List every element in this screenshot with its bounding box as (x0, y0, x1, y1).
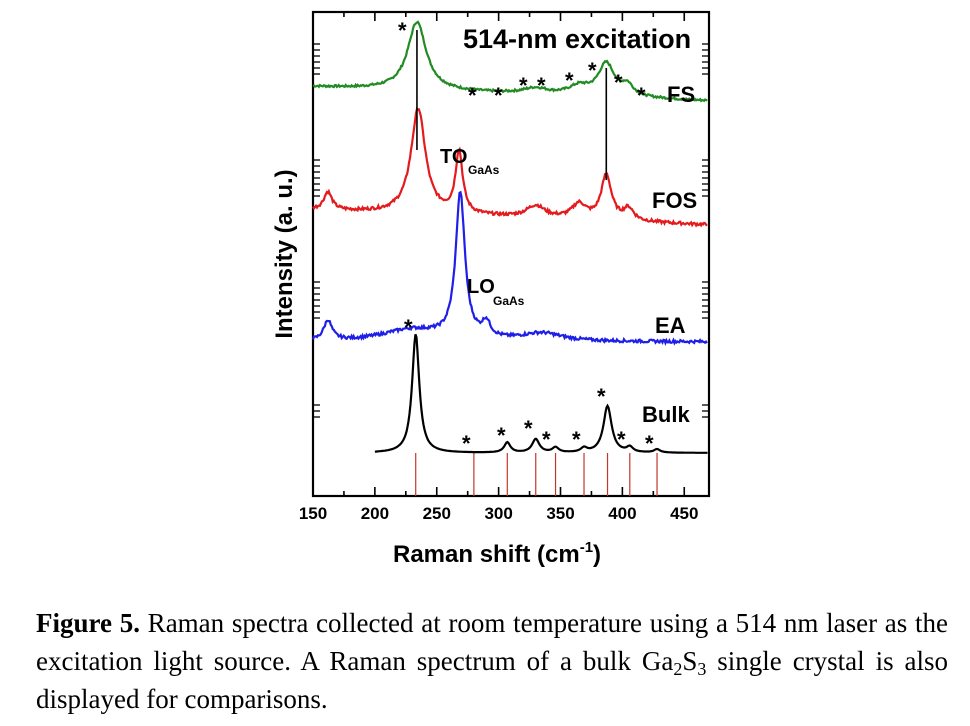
annotation-to: TO (440, 146, 467, 168)
fs-asterisks: * * * * * * * * * (398, 18, 646, 108)
label-bulk: Bulk (642, 402, 690, 427)
series-line-bulk (374, 333, 708, 454)
caption-label: Figure 5. (36, 608, 140, 638)
caption-sub-1: 2 (673, 659, 683, 679)
caption-text-3: single crystal is also displayed for com… (36, 646, 948, 714)
x-tick-label: 250 (423, 504, 451, 523)
y-axis-title: Intensity (a. u.) (271, 169, 298, 338)
star-bulk-6: * (572, 427, 581, 452)
label-ea: EA (655, 313, 686, 338)
series-line-fos (312, 106, 708, 228)
peak-guide-lines (416, 30, 608, 180)
series-group (311, 20, 708, 454)
star-bulk-1: * (404, 315, 413, 340)
chart-title: 514-nm excitation (463, 24, 691, 54)
x-tick-label: 450 (670, 504, 698, 523)
figure-caption: Figure 5. Raman spectra collected at roo… (36, 604, 948, 718)
bulk-asterisks: * * * * * * * * * (404, 315, 654, 456)
star-fs-6: * (565, 68, 574, 93)
axis-ticks (312, 12, 709, 496)
caption-text-1: Raman spectra collected at room temperat… (36, 608, 948, 676)
star-bulk-4: * (524, 416, 533, 441)
star-fs-9: * (637, 83, 646, 108)
x-tick-label: 400 (608, 504, 636, 523)
plot-frame (311, 10, 711, 498)
label-fos: FOS (652, 188, 697, 213)
star-fs-5: * (537, 73, 546, 98)
star-bulk-5: * (542, 427, 551, 452)
series-line-ea (311, 190, 708, 346)
x-axis-title-end: ) (593, 541, 601, 568)
x-tick-labels: 150 200 250 300 350 400 450 (299, 504, 699, 523)
star-fs-2: * (468, 83, 477, 108)
star-fs-8: * (614, 70, 623, 95)
x-tick-label: 300 (484, 504, 512, 523)
annotation-to-sub: GaAs (468, 163, 500, 177)
label-fs: FS (667, 82, 695, 107)
star-fs-7: * (588, 58, 597, 83)
x-tick-label: 200 (361, 504, 389, 523)
star-fs-4: * (519, 73, 528, 98)
bulk-marker-lines (415, 453, 658, 496)
caption-text-2: S (682, 646, 698, 676)
annotation-lo-sub: GaAs (493, 294, 525, 308)
star-fs-1: * (398, 18, 407, 43)
star-bulk-7: * (597, 384, 606, 409)
x-axis-title-main: Raman shift (cm (393, 541, 580, 568)
star-bulk-9: * (645, 431, 654, 456)
x-tick-label: 350 (546, 504, 574, 523)
star-fs-3: * (494, 83, 503, 108)
caption-sub-2: 3 (697, 659, 707, 679)
x-axis-title-sup: -1 (580, 539, 593, 556)
x-tick-label: 150 (299, 504, 327, 523)
star-bulk-8: * (617, 427, 626, 452)
x-axis-title: Raman shift (cm-1) (393, 539, 601, 568)
star-bulk-3: * (497, 423, 506, 448)
star-bulk-2: * (462, 431, 471, 456)
series-line-fs (312, 20, 708, 103)
annotation-lo: LO (467, 276, 495, 298)
